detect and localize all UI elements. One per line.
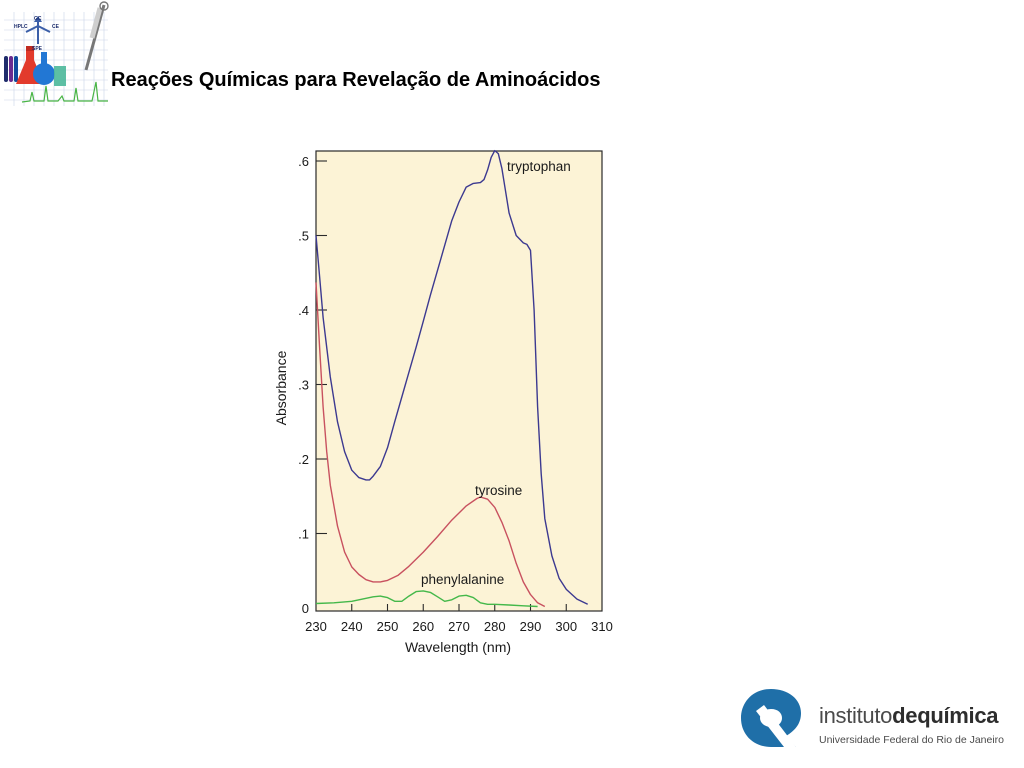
institute-logo: institutodequímica Universidade Federal … [738,685,1008,751]
y-tick-label-0.4: .4 [298,303,309,318]
y-axis-label: Absorbance [273,350,289,425]
institute-name: institutodequímica [819,703,999,729]
x-axis-label: Wavelength (nm) [405,639,511,655]
x-tick-label-260: 260 [412,619,434,634]
vial-icon [54,66,66,86]
series-line-tyrosine [315,282,546,608]
slide-title: Reações Químicas para Revelação de Amino… [111,69,601,91]
chart-layer: 230 240 250 260 270 280 290 300 310 0 .1 .2 .3 .4 .5 .6… [298,149,613,634]
test-tubes-icon [4,56,18,82]
round-flask-icon [33,52,55,85]
x-tick-label-240: 240 [341,619,363,634]
series-label-tryptophan: tryptophan [507,159,571,174]
institute-name-part2: dequímica [892,703,999,728]
x-tick-label-290: 290 [520,619,542,634]
y-tick-label-0: 0 [302,601,309,616]
institute-name-part1: instituto [819,703,893,728]
series-label-tyrosine: tyrosine [475,483,522,498]
series-label-phenylalanine: phenylalanine [421,572,504,587]
syringe-icon [84,1,109,71]
y-tick-label-0.3: .3 [298,378,309,393]
technique-tree [25,16,51,44]
chromatography-logo-art: HPLC GC CE SPE [0,0,112,112]
chromatography-logo: HPLC GC CE SPE [0,0,112,112]
logo-label-ce: CE [52,24,60,30]
logo-label-spe: SPE [32,46,43,52]
absorbance-chart: 230 240 250 260 270 280 290 300 310 0 .1 .2 .3 .4 .5 .6… [273,149,613,655]
series-line-tryptophan [315,149,589,605]
y-tick-label-0.1: .1 [298,527,309,542]
x-tick-label-230: 230 [305,619,327,634]
logo-label-gc: GC [34,16,42,22]
x-tick-label-270: 270 [448,619,470,634]
series-line-phenylalanine [315,590,538,608]
x-tick-label-310: 310 [591,619,613,634]
x-tick-label-250: 250 [377,619,399,634]
y-tick-label-0.5: .5 [298,229,309,244]
y-tick-label-0.2: .2 [298,452,309,467]
institute-university: Universidade Federal do Rio de Janeiro [819,734,1005,746]
x-tick-label-300: 300 [555,619,577,634]
chromatogram-trace [21,81,108,103]
plot-background [315,150,603,612]
x-tick-label-280: 280 [484,619,506,634]
logo-label-hplc: HPLC [14,24,28,30]
institute-q-mark-icon [741,689,801,747]
y-tick-label-0.6: .6 [298,154,309,169]
